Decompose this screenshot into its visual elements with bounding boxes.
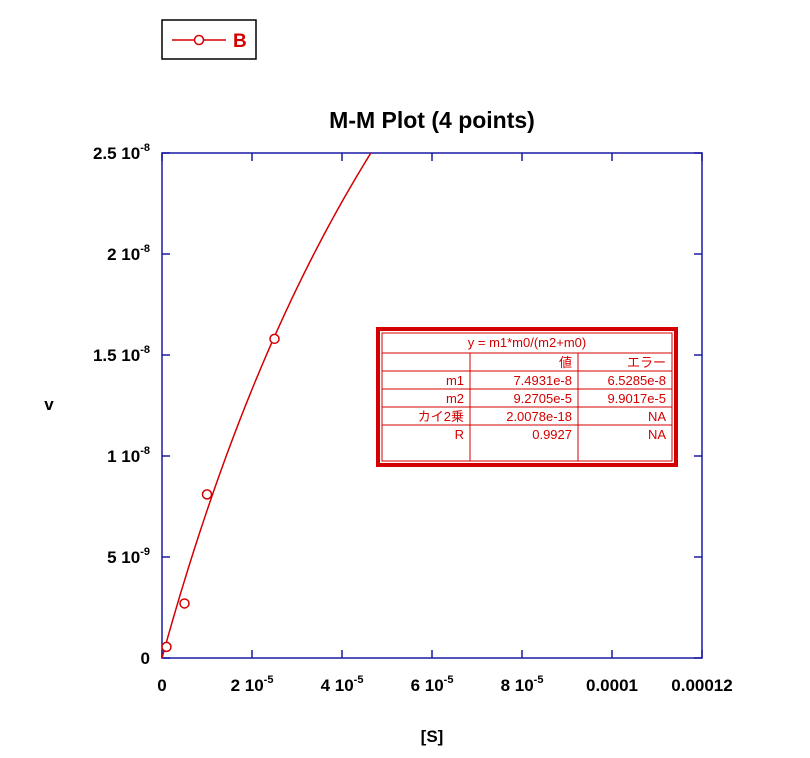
fit-table-cell: カイ2乗 [418,409,464,424]
fit-table-cells: 値 エラー m1 7.4931e-8 6.5285e-8 m2 9.2705e-5 9.901… [418,355,667,442]
y-tick-label: 5 10-9 [107,546,150,567]
data-points [161,333,280,653]
x-tick-exponent: -5 [444,674,454,686]
x-tick-label: 0.0001 [586,676,638,695]
y-tick-label: 0 [141,649,150,668]
y-tick-exponent: -8 [140,344,150,356]
y-tick-label: 1.5 10-8 [93,344,150,365]
fit-table-cell: R [455,427,464,442]
y-tick-label: 1 10-8 [107,445,150,466]
y-tick-mantissa: 2.5 10 [93,144,140,163]
fit-curve-line [162,153,372,658]
x-axis-label: [S] [421,727,444,746]
data-point [269,333,280,345]
legend-label-b: B [233,31,247,52]
x-tick-label: 6 10-5 [411,674,454,695]
y-tick-mantissa: 0 [141,649,150,668]
x-tick-label: 0 [157,676,166,695]
y-tick-mantissa: 2 10 [107,245,140,264]
fit-table-cell: m1 [446,373,464,388]
x-tick-label: 8 10-5 [501,674,544,695]
fit-table-header-cell: 値 [559,355,572,370]
x-tick-label: 2 10-5 [231,674,274,695]
fit-table-cell: 9.2705e-5 [513,391,572,406]
y-tick-label: 2.5 10-8 [93,142,150,163]
y-tick-exponent: -8 [140,445,150,457]
x-axis-ticks: 0 2 10-5 4 10-5 6 10-5 8 10-5 0.0001 0.00012 [157,153,733,695]
chart-title: M-M Plot (4 points) [329,107,535,133]
y-tick-exponent: -8 [140,243,150,255]
data-point [201,489,213,500]
fit-table-cell: 2.0078e-18 [506,409,572,424]
y-tick-exponent: -8 [140,142,150,154]
fit-table-cell: NA [648,427,666,442]
fit-table-cell: 7.4931e-8 [513,373,572,388]
y-tick-mantissa: 5 10 [107,548,140,567]
y-tick-label: 2 10-8 [107,243,150,264]
y-axis-ticks: 05 10-91 10-81.5 10-82 10-82.5 10-8 [93,142,702,668]
fit-table-cell: NA [648,409,666,424]
x-tick-label: 4 10-5 [321,674,364,695]
fit-results-table: y = m1*m0/(m2+m0) 値 エラー m1 7.4931e-8 6.5285e… [376,327,678,467]
legend-marker-swatch [193,34,205,46]
legend: B [161,19,257,60]
y-tick-mantissa: 1.5 10 [93,346,140,365]
x-tick-label: 0.00012 [671,676,732,695]
x-tick-exponent: -5 [264,674,274,686]
y-tick-mantissa: 1 10 [107,447,140,466]
fit-table-outer-border [376,327,678,467]
fit-table-cell: 9.9017e-5 [607,391,666,406]
fit-table-inner-border [381,332,673,462]
fit-table-grid [382,352,672,461]
fit-equation: y = m1*m0/(m2+m0) [468,335,586,350]
fit-table-cell: m2 [446,391,464,406]
data-point [179,598,190,609]
y-tick-exponent: -9 [140,546,150,558]
fit-table-header-cell: エラー [627,355,666,370]
data-point [161,641,172,653]
fit-table-cell: 0.9927 [532,427,572,442]
x-tick-exponent: -5 [534,674,544,686]
x-tick-exponent: -5 [354,674,364,686]
y-axis-label: v [44,395,54,414]
fit-table-cell: 6.5285e-8 [607,373,666,388]
